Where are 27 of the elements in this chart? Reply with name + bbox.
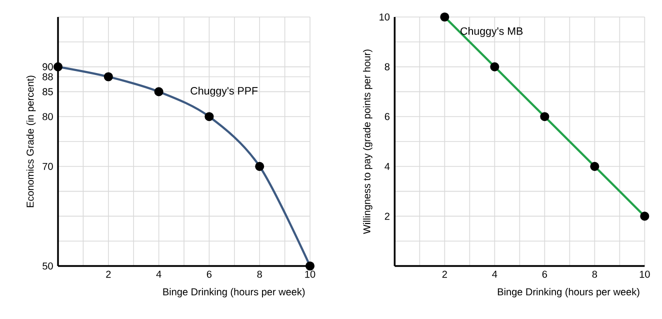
y-tick-label: 8 — [384, 63, 390, 70]
series-label: Chuggy's PPF — [190, 86, 258, 97]
y-tick-label: 70 — [42, 162, 53, 170]
y-tick-label: 50 — [42, 262, 53, 270]
x-tick-label: 4 — [492, 270, 498, 278]
y-tick-label: 90 — [42, 63, 53, 70]
y-tick-label: 88 — [42, 73, 53, 80]
x-axis-title: Binge Drinking (hours per week) — [498, 288, 640, 298]
y-tick-label: 6 — [384, 113, 390, 120]
x-tick-label: 2 — [442, 270, 447, 278]
x-tick-label: 10 — [640, 270, 650, 278]
y-axis-title: Willingness to pay (grade points per hour) — [363, 50, 372, 234]
x-axis-title: Binge Drinking (hours per week) — [163, 288, 305, 298]
x-tick-label: 8 — [592, 270, 598, 278]
y-axis-title: Economics Grade (in percent) — [26, 76, 36, 208]
x-tick-label: 4 — [156, 270, 162, 278]
y-tick-label: 10 — [380, 13, 390, 21]
y-tick-label: 85 — [42, 88, 53, 96]
series-label: Chuggy's MB — [460, 27, 523, 37]
x-tick-label: 6 — [542, 270, 548, 278]
y-tick-label: 4 — [384, 162, 390, 170]
y-tick-label: 2 — [384, 212, 390, 220]
x-tick-label: 6 — [206, 270, 212, 278]
x-tick-label: 8 — [257, 270, 262, 278]
x-tick-label: 2 — [106, 270, 111, 278]
x-tick-label: 10 — [305, 270, 316, 278]
y-tick-label: 80 — [42, 113, 53, 120]
